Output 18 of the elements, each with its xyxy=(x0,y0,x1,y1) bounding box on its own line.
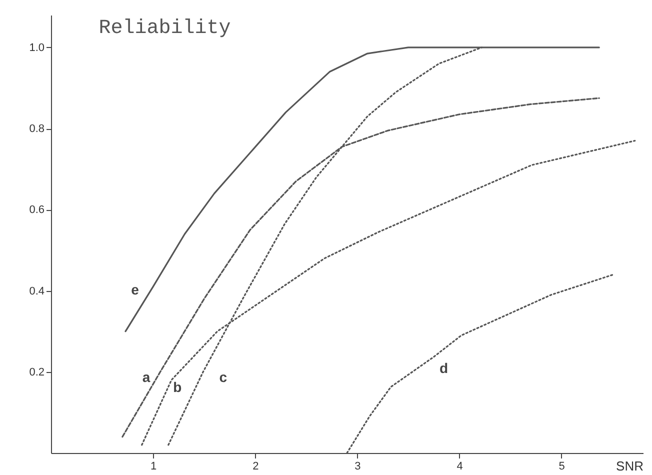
y-tick-label: 0.8 xyxy=(29,123,44,136)
series-label: c xyxy=(219,368,228,385)
x-tick-label: 5 xyxy=(558,460,565,472)
y-tick-label: 0.6 xyxy=(29,204,44,216)
x-tick-label: 1 xyxy=(150,460,157,472)
y-tick-label: 1.0 xyxy=(29,42,44,54)
chart-title: Reliability xyxy=(98,17,231,40)
x-tick-label: 4 xyxy=(456,460,463,472)
y-tick-label: 0.2 xyxy=(29,366,44,378)
line-series xyxy=(346,274,614,454)
x-tick-label: 3 xyxy=(354,460,361,472)
series-label: e xyxy=(131,282,140,298)
x-tick-label: 2 xyxy=(252,460,259,472)
x-axis-title: SNR xyxy=(616,458,644,474)
series-label: d xyxy=(439,360,448,376)
series-label: a xyxy=(142,368,150,385)
series-label: b xyxy=(173,379,182,395)
y-tick-label: 0.4 xyxy=(29,285,44,298)
